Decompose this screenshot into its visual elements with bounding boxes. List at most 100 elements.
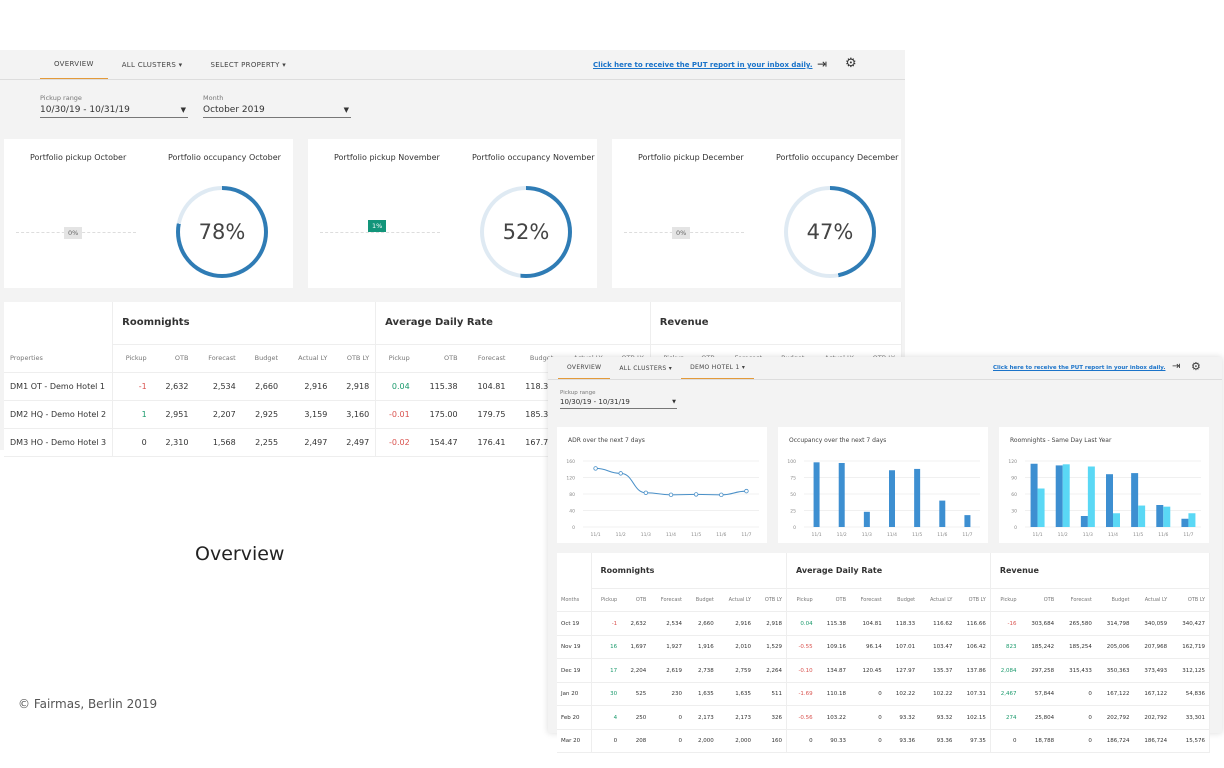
- cell: 2,632: [152, 372, 195, 401]
- table-row[interactable]: Nov 19 16 1,697 1,927 1,916 2,010 1,529 -0.55 10…: [557, 635, 1211, 660]
- logout-icon[interactable]: ⇥: [1172, 361, 1181, 372]
- table-row[interactable]: Mar 20 0 208 0 2,000 2,000 160 0 90.33 0 93.36 93.3…: [557, 729, 1211, 754]
- tab-all-clusters[interactable]: ALL CLUSTERS ▾: [610, 357, 681, 379]
- data-point[interactable]: [744, 488, 749, 494]
- cell: 0: [786, 729, 817, 754]
- cell: 97.35: [956, 729, 991, 754]
- cell: 0: [650, 729, 686, 754]
- x-tick-label: 11/5: [1133, 532, 1143, 538]
- month-card: Portfolio pickup October Portfolio occupa…: [4, 139, 293, 288]
- table-row[interactable]: Oct 19 -1 2,632 2,534 2,660 2,916 2,918 0.04 115…: [557, 611, 1211, 636]
- caret-down-icon: ▾: [741, 364, 746, 371]
- cell: 102.15: [956, 705, 991, 730]
- cell: 4: [591, 705, 622, 730]
- cell: 1,635: [717, 682, 756, 707]
- tab-all-clusters[interactable]: ALL CLUSTERS ▾: [108, 50, 197, 79]
- data-point[interactable]: [643, 490, 649, 495]
- gear-icon[interactable]: ⚙: [845, 56, 857, 71]
- table-row[interactable]: Feb 20 4 250 0 2,173 2,173 326 -0.56 103.22 0 93.3…: [557, 705, 1211, 730]
- bar[interactable]: [1131, 473, 1139, 527]
- cell: 0: [990, 729, 1021, 754]
- bar[interactable]: [1106, 474, 1113, 527]
- cell: 118.33: [885, 611, 920, 636]
- x-tick-label: 11/2: [837, 532, 847, 538]
- month-value: October 2019: [203, 105, 265, 115]
- cell: 2,534: [650, 611, 686, 636]
- cell: 16: [591, 635, 622, 660]
- row-label: DM1 OT - Demo Hotel 1: [4, 372, 114, 401]
- cell: 511: [755, 682, 788, 707]
- tab-label: DEMO HOTEL 1: [690, 364, 740, 371]
- cell: 162,719: [1171, 635, 1211, 660]
- column-header: OTB: [152, 344, 195, 373]
- caret-down-icon: ▾: [668, 364, 673, 372]
- column-header: Actual LY: [1133, 588, 1172, 613]
- chart-plot: 0 25 50 75 100 11/1 11/2 11/3 11/4 11/5 11/6 11/7: [787, 459, 980, 538]
- report-link[interactable]: Click here to receive the PUT report in …: [993, 365, 1166, 371]
- pickup-badge: 0%: [64, 227, 83, 239]
- logout-icon[interactable]: ⇥: [817, 57, 828, 71]
- x-tick-label: 11/3: [641, 532, 651, 538]
- y-tick-label: 0: [1014, 525, 1017, 531]
- top-nav: OVERVIEW ALL CLUSTERS ▾ SELECT PROPERTY …: [0, 50, 905, 80]
- bar[interactable]: [889, 470, 895, 527]
- data-point[interactable]: [618, 471, 623, 476]
- bar[interactable]: [1113, 513, 1120, 527]
- tab-demo-hotel-1[interactable]: DEMO HOTEL 1 ▾: [681, 357, 755, 379]
- tab-overview[interactable]: OVERVIEW: [558, 357, 611, 379]
- month-card: Portfolio pickup December Portfolio occup…: [612, 139, 901, 288]
- ring-inner: 47%: [788, 190, 872, 274]
- cell: 179.75: [463, 400, 512, 429]
- bar[interactable]: [813, 462, 820, 527]
- pickup-range-select[interactable]: Pickup range 10/30/19 - 10/31/19 ▼: [40, 94, 188, 118]
- bar[interactable]: [1062, 464, 1070, 527]
- tab-overview[interactable]: OVERVIEW: [40, 50, 108, 79]
- data-point[interactable]: [719, 492, 724, 498]
- data-point[interactable]: [693, 492, 699, 497]
- cell: 2,310: [152, 428, 195, 457]
- bar[interactable]: [1181, 518, 1189, 527]
- caret-down-icon: ▾: [282, 60, 287, 69]
- cell: 3,159: [284, 400, 334, 429]
- column-header: Actual LY: [717, 588, 756, 613]
- month-select[interactable]: Month October 2019 ▼: [203, 94, 351, 118]
- bar[interactable]: [838, 462, 845, 527]
- cell: 134.87: [816, 658, 851, 683]
- bar[interactable]: [1037, 488, 1045, 528]
- ring-inner: 78%: [180, 190, 264, 274]
- group-header: Average Daily Rate: [375, 302, 651, 345]
- bar[interactable]: [1156, 505, 1164, 527]
- cell: 2,000: [717, 729, 756, 754]
- gear-icon[interactable]: ⚙: [1191, 360, 1201, 373]
- data-point[interactable]: [593, 466, 598, 471]
- cell: 109.16: [816, 635, 851, 660]
- cell: 107.31: [956, 682, 991, 707]
- report-link[interactable]: Click here to receive the PUT report in …: [593, 61, 813, 69]
- bar[interactable]: [939, 500, 946, 527]
- tab-select-property[interactable]: SELECT PROPERTY ▾: [196, 50, 300, 79]
- x-tick-label: 11/4: [887, 532, 897, 538]
- x-tick-label: 11/7: [962, 532, 972, 538]
- bar[interactable]: [914, 468, 921, 527]
- bar[interactable]: [1188, 513, 1196, 527]
- bar[interactable]: [1087, 466, 1095, 528]
- data-point[interactable]: [668, 492, 674, 498]
- y-tick-label: 0: [572, 525, 575, 531]
- bar[interactable]: [1080, 516, 1088, 527]
- bar[interactable]: [1163, 506, 1171, 527]
- x-tick-label: 11/3: [1083, 532, 1093, 538]
- bar[interactable]: [1138, 505, 1146, 527]
- y-tick-label: 40: [569, 509, 575, 515]
- column-header: Pickup: [786, 588, 817, 613]
- table-row[interactable]: Dec 19 17 2,204 2,619 2,738 2,759 2,264 -0.10 13…: [557, 658, 1211, 683]
- y-tick-label: 75: [790, 476, 796, 482]
- cell: 2,173: [685, 705, 718, 730]
- table-row[interactable]: Jan 20 30 525 230 1,635 1,635 511 -1.69 110.18 0 1…: [557, 682, 1211, 707]
- column-header: Forecast: [194, 344, 242, 373]
- bar[interactable]: [1055, 465, 1063, 527]
- pickup-range-select[interactable]: Pickup range 10/30/19 - 10/31/19 ▼: [560, 390, 677, 409]
- bar[interactable]: [863, 511, 870, 527]
- cell: 135.37: [919, 658, 957, 683]
- bar[interactable]: [1030, 463, 1038, 527]
- bar[interactable]: [964, 515, 971, 527]
